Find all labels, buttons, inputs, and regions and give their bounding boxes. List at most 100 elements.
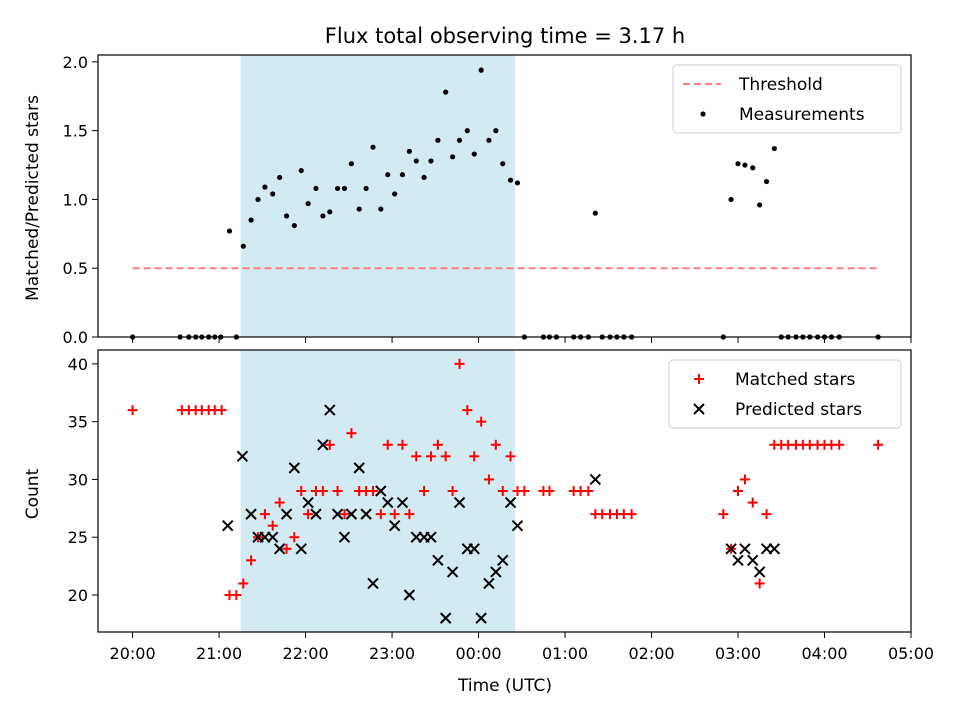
data-point: [320, 213, 326, 219]
data-point: [626, 509, 637, 520]
data-point: [453, 496, 466, 509]
data-point: [432, 439, 443, 450]
data-point: [236, 450, 249, 463]
y-tick-label: 35: [68, 413, 88, 432]
data-point: [505, 451, 516, 462]
x-axis-label: Time (UTC): [457, 676, 552, 696]
data-point: [238, 578, 249, 589]
data-point: [411, 451, 422, 462]
data-point: [216, 405, 227, 416]
data-point: [367, 577, 379, 590]
data-point: [345, 508, 358, 520]
data-point: [399, 172, 406, 178]
data-point: [267, 520, 278, 531]
x-tick-label: 23:00: [369, 644, 415, 663]
data-point: [834, 439, 845, 450]
x-tick-label: 21:00: [196, 644, 242, 663]
data-point: [478, 67, 484, 73]
legend-label: Matched stars: [735, 370, 855, 390]
data-point: [305, 200, 311, 207]
data-point: [739, 543, 751, 555]
data-point: [375, 509, 386, 520]
data-point: [771, 145, 777, 152]
data-point: [456, 137, 463, 143]
x-tick-label: 04:00: [801, 644, 847, 663]
data-point: [277, 174, 283, 181]
data-point: [273, 543, 286, 555]
count-panel: 20 25 30 35 40 20:00 21:00 22:00 23:00 00:00 01:00…: [68, 349, 934, 663]
data-point: [246, 555, 257, 566]
legend-box: [668, 359, 902, 429]
data-point: [280, 508, 293, 520]
data-point: [288, 462, 301, 474]
data-point: [511, 519, 524, 532]
x-tick-label: 22:00: [283, 644, 329, 663]
data-point: [475, 612, 487, 624]
data-point: [396, 496, 409, 509]
data-point: [589, 473, 602, 486]
series-matched-stars: [127, 358, 884, 601]
data-point: [583, 486, 594, 496]
series-predicted-stars: [222, 404, 781, 624]
legend-label: Measurements: [739, 105, 865, 125]
y-tick-label: 25: [68, 528, 88, 547]
data-point: [500, 161, 506, 167]
data-point: [761, 509, 772, 520]
data-point: [327, 209, 333, 215]
y-tick-label: 1.0: [63, 190, 88, 209]
y-tick-label: 1.5: [63, 122, 88, 141]
data-point: [295, 543, 307, 555]
data-point: [262, 184, 268, 190]
data-point: [291, 222, 297, 229]
data-point: [468, 543, 480, 555]
data-point: [446, 566, 459, 578]
data-point: [718, 509, 729, 520]
data-point: [747, 497, 758, 508]
data-point: [259, 509, 270, 520]
data-point: [298, 167, 304, 174]
data-point: [385, 172, 391, 178]
data-point: [432, 554, 444, 567]
data-point: [476, 416, 487, 427]
data-point: [514, 180, 521, 186]
data-point: [464, 128, 470, 134]
data-point: [270, 191, 276, 197]
x-tick-label: 20:00: [110, 644, 156, 663]
legend-entry: Matched stars: [694, 370, 855, 390]
data-point: [274, 497, 285, 508]
data-point: [231, 590, 242, 601]
data-point: [302, 496, 314, 509]
data-point: [732, 554, 744, 567]
data-point: [493, 128, 499, 134]
data-point: [382, 496, 394, 509]
x-tick-label: 05:00: [888, 644, 934, 663]
data-point: [454, 358, 465, 369]
data-point: [392, 191, 398, 197]
data-point: [226, 228, 233, 234]
x-tick-label: 02:00: [628, 644, 674, 663]
data-point: [348, 161, 355, 167]
data-point: [507, 177, 514, 183]
legend-label: Predicted stars: [735, 400, 862, 420]
data-point: [544, 486, 555, 496]
data-point: [419, 486, 430, 496]
data-point: [873, 439, 884, 450]
legend-marker-swatch: [700, 111, 706, 117]
ratio-panel: 0.0 0.5 1.0 1.5 2.0 Threshold Measurements: [63, 53, 912, 347]
x-tick-label: 01:00: [542, 644, 588, 663]
data-point: [389, 509, 400, 520]
data-point: [313, 185, 319, 192]
data-point: [368, 486, 379, 496]
data-point: [404, 509, 415, 520]
legend-marker-swatch: [694, 374, 704, 384]
data-point: [334, 185, 341, 192]
data-point: [750, 165, 756, 171]
data-point: [462, 405, 473, 416]
data-point: [490, 566, 502, 578]
x-tick-label: 00:00: [455, 644, 501, 663]
data-point: [490, 439, 501, 450]
data-point: [346, 428, 357, 439]
legend-label: Threshold: [738, 75, 823, 95]
data-point: [388, 519, 401, 532]
data-point: [735, 161, 741, 167]
